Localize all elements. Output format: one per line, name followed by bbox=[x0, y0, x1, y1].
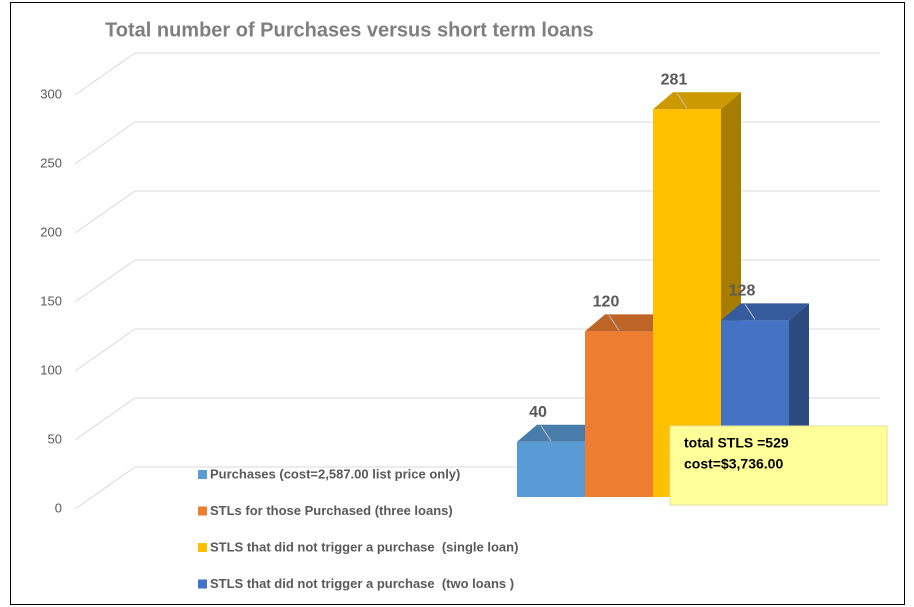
label-leader bbox=[676, 92, 688, 109]
legend-label: Purchases (cost=2,587.00 list price only… bbox=[210, 466, 460, 481]
legend-swatch bbox=[198, 470, 207, 479]
annotation-box bbox=[669, 425, 888, 506]
y-tick-label: 0 bbox=[55, 500, 62, 515]
data-label: 281 bbox=[661, 71, 688, 88]
y-tick-label: 200 bbox=[40, 224, 62, 239]
legend-label: STLS that did not trigger a purchase (si… bbox=[210, 539, 518, 554]
bar-front bbox=[585, 331, 653, 497]
y-tick-label: 150 bbox=[40, 293, 62, 308]
grid-line-side bbox=[74, 259, 136, 303]
grid-line-side bbox=[74, 466, 136, 510]
grid-line-side bbox=[74, 190, 136, 234]
annotation-text: cost=$3,736.00 bbox=[684, 456, 783, 472]
bar-top-shade bbox=[585, 314, 673, 332]
legend-swatch bbox=[198, 579, 207, 589]
bar-top-shade bbox=[517, 424, 605, 442]
legend-label: STLS that did not trigger a purchase (tw… bbox=[210, 576, 514, 591]
y-tick-label: 50 bbox=[48, 431, 62, 446]
label-leader bbox=[744, 304, 756, 320]
legend-label: STLs for those Purchased (three loans) bbox=[210, 503, 453, 518]
bar-top bbox=[721, 303, 809, 321]
data-label: 40 bbox=[529, 404, 547, 421]
y-tick-label: 250 bbox=[40, 155, 62, 170]
legend-swatch bbox=[198, 506, 207, 516]
data-label: 120 bbox=[593, 294, 620, 311]
grid-line-side bbox=[74, 397, 136, 441]
bar-top bbox=[517, 424, 605, 442]
bar-front bbox=[517, 441, 585, 497]
y-tick-label: 100 bbox=[40, 362, 62, 377]
label-leader bbox=[608, 315, 620, 331]
grid-line-side bbox=[74, 328, 136, 372]
annotation-text: total STLS =529 bbox=[684, 435, 789, 451]
bar-top-shade bbox=[721, 303, 809, 321]
y-tick-label: 300 bbox=[40, 86, 62, 101]
data-label: 128 bbox=[729, 283, 756, 300]
grid-line-side bbox=[74, 52, 136, 96]
bar-top bbox=[653, 92, 741, 110]
label-leader bbox=[540, 425, 552, 442]
chart-title: Total number of Purchases versus short t… bbox=[105, 19, 594, 41]
bar-top bbox=[585, 314, 673, 332]
bar-top-shade bbox=[653, 92, 741, 110]
grid-line-side bbox=[74, 121, 136, 165]
legend-swatch bbox=[198, 543, 207, 552]
